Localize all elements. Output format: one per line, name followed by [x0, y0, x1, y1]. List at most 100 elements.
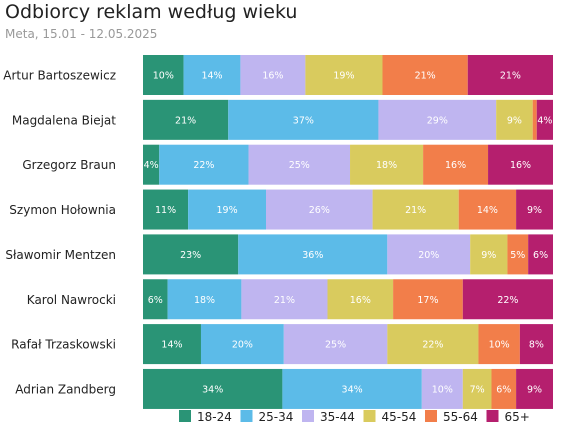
bar-segment-karol-nawrocki-45-54: [327, 279, 394, 320]
bar-segment-artur-bartoszewicz-35-44: [240, 55, 306, 95]
data-label-rafal-trzaskowski-65: 8%: [529, 340, 544, 351]
legend: 18-24 25-34 35-44 45-54 55-64 65+: [179, 410, 530, 424]
bar-segment-rafal-trzaskowski-65: [519, 324, 553, 365]
chart-subtitle: Meta, 15.01 - 12.05.2025: [5, 27, 158, 41]
bar-segment-magdalena-biejat-55-64: [532, 99, 537, 140]
bar-segment-adrian-zandberg-25-34: [282, 368, 422, 409]
bar-segment-slawomir-mentzen-35-44: [387, 234, 471, 275]
bar-segment-magdalena-biejat-45-54: [496, 99, 533, 140]
data-label-slawomir-mentzen-25-34: 36%: [302, 250, 323, 261]
bar-segment-adrian-zandberg-45-54: [462, 368, 492, 409]
legend-label-18-24: 18-24: [197, 410, 232, 424]
legend-swatch-65: [486, 410, 499, 422]
bar-segment-artur-bartoszewicz-55-64: [382, 55, 468, 95]
bar-segment-magdalena-biejat-18-24: [143, 99, 229, 140]
legend-swatch-18-24: [179, 410, 191, 422]
data-label-slawomir-mentzen-35-44: 20%: [418, 250, 439, 261]
bar-segment-grzegorz-braun-25-34: [159, 144, 249, 185]
data-label-slawomir-mentzen-65: 6%: [533, 250, 548, 261]
data-label-grzegorz-braun-35-44: 25%: [289, 160, 310, 171]
data-label-artur-bartoszewicz-55-64: 21%: [415, 71, 436, 82]
bar-segment-karol-nawrocki-18-24: [143, 279, 168, 320]
legend-swatch-45-54: [363, 410, 376, 422]
bar-segment-karol-nawrocki-55-64: [393, 279, 463, 320]
data-label-artur-bartoszewicz-18-24: 10%: [153, 71, 174, 82]
data-label-adrian-zandberg-55-64: 6%: [496, 384, 511, 395]
data-label-szymon-holownia-55-64: 14%: [477, 205, 498, 216]
bar-segment-szymon-holownia-18-24: [143, 189, 189, 230]
data-label-szymon-holownia-18-24: 11%: [155, 205, 176, 216]
category-label-karol-nawrocki: Karol Nawrocki: [27, 293, 116, 307]
bar-segment-rafal-trzaskowski-35-44: [283, 324, 388, 365]
data-label-rafal-trzaskowski-18-24: 14%: [161, 340, 182, 351]
data-label-artur-bartoszewicz-65: 21%: [500, 71, 521, 82]
data-label-szymon-holownia-65: 9%: [527, 205, 542, 216]
data-label-rafal-trzaskowski-55-64: 10%: [489, 340, 510, 351]
data-label-karol-nawrocki-55-64: 17%: [417, 295, 438, 306]
bar-segment-szymon-holownia-55-64: [458, 189, 517, 230]
bar-segment-slawomir-mentzen-55-64: [507, 234, 529, 275]
data-label-artur-bartoszewicz-45-54: 19%: [333, 71, 354, 82]
category-label-slawomir-mentzen: Sławomir Mentzen: [5, 248, 116, 262]
bar-segment-slawomir-mentzen-25-34: [238, 234, 388, 275]
bar-segment-grzegorz-braun-55-64: [423, 144, 489, 185]
data-label-szymon-holownia-45-54: 21%: [405, 205, 426, 216]
bar-segment-grzegorz-braun-35-44: [248, 144, 351, 185]
data-label-adrian-zandberg-18-24: 34%: [202, 384, 223, 395]
data-label-magdalena-biejat-35-44: 29%: [427, 115, 448, 126]
bar-segment-szymon-holownia-35-44: [266, 189, 373, 230]
data-label-grzegorz-braun-25-34: 22%: [193, 160, 214, 171]
data-label-rafal-trzaskowski-45-54: 22%: [422, 340, 443, 351]
legend-label-65: 65+: [505, 410, 530, 424]
bar-segment-rafal-trzaskowski-18-24: [143, 324, 201, 365]
data-label-grzegorz-braun-65: 16%: [510, 160, 531, 171]
bar-segment-slawomir-mentzen-18-24: [143, 234, 239, 275]
bar-segment-slawomir-mentzen-45-54: [470, 234, 508, 275]
bar-segment-artur-bartoszewicz-45-54: [305, 55, 383, 95]
data-label-grzegorz-braun-18-24: 4%: [144, 160, 159, 171]
data-label-slawomir-mentzen-55-64: 5%: [510, 250, 525, 261]
bar-segment-magdalena-biejat-65: [536, 99, 553, 140]
legend-swatch-55-64: [425, 410, 437, 422]
legend-label-25-34: 25-34: [259, 410, 294, 424]
data-label-rafal-trzaskowski-35-44: 25%: [325, 340, 346, 351]
chart-title: Odbiorcy reklam według wieku: [5, 1, 298, 23]
data-label-rafal-trzaskowski-25-34: 20%: [232, 340, 253, 351]
category-label-szymon-holownia: Szymon Hołownia: [9, 203, 116, 217]
bar-segment-artur-bartoszewicz-18-24: [143, 55, 184, 95]
bar-segment-grzegorz-braun-65: [488, 144, 553, 185]
data-label-adrian-zandberg-65: 9%: [527, 384, 542, 395]
bar-segment-artur-bartoszewicz-25-34: [183, 55, 241, 95]
data-label-slawomir-mentzen-45-54: 9%: [481, 250, 496, 261]
legend-label-45-54: 45-54: [382, 410, 417, 424]
bar-segment-adrian-zandberg-65: [516, 368, 553, 409]
bar-segment-karol-nawrocki-65: [462, 279, 553, 320]
data-label-grzegorz-braun-55-64: 16%: [445, 160, 466, 171]
data-label-slawomir-mentzen-18-24: 23%: [180, 250, 201, 261]
data-label-karol-nawrocki-18-24: 6%: [148, 295, 163, 306]
bar-segment-artur-bartoszewicz-65: [467, 55, 553, 95]
data-label-artur-bartoszewicz-35-44: 16%: [262, 71, 283, 82]
legend-label-55-64: 55-64: [443, 410, 478, 424]
bar-segment-adrian-zandberg-55-64: [491, 368, 517, 409]
data-label-adrian-zandberg-35-44: 10%: [432, 384, 453, 395]
data-label-karol-nawrocki-45-54: 16%: [350, 295, 371, 306]
data-label-artur-bartoszewicz-25-34: 14%: [201, 71, 222, 82]
data-label-magdalena-biejat-25-34: 37%: [293, 115, 314, 126]
bar-segment-szymon-holownia-45-54: [372, 189, 459, 230]
data-label-szymon-holownia-25-34: 19%: [216, 205, 237, 216]
bar-segment-magdalena-biejat-35-44: [378, 99, 497, 140]
category-label-adrian-zandberg: Adrian Zandberg: [15, 382, 116, 396]
data-label-adrian-zandberg-25-34: 34%: [342, 384, 363, 395]
category-label-grzegorz-braun: Grzegorz Braun: [22, 158, 116, 172]
data-label-karol-nawrocki-65: 22%: [497, 295, 518, 306]
data-label-karol-nawrocki-35-44: 21%: [274, 295, 295, 306]
bar-segment-rafal-trzaskowski-45-54: [387, 324, 479, 365]
bar-segment-grzegorz-braun-45-54: [350, 144, 424, 185]
data-label-magdalena-biejat-18-24: 21%: [175, 115, 196, 126]
bar-segment-szymon-holownia-65: [516, 189, 553, 230]
bar-segment-szymon-holownia-25-34: [188, 189, 266, 230]
bar-segment-karol-nawrocki-25-34: [167, 279, 242, 320]
bar-segment-karol-nawrocki-35-44: [241, 279, 328, 320]
bar-segment-rafal-trzaskowski-25-34: [200, 324, 284, 365]
